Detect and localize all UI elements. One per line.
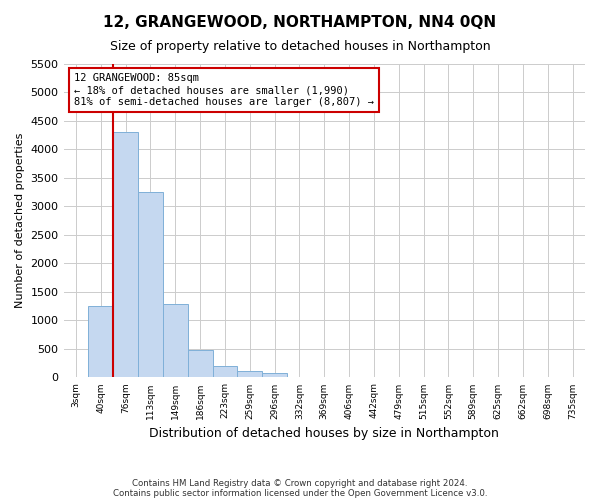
Bar	[188, 350, 212, 378]
Text: 12, GRANGEWOOD, NORTHAMPTON, NN4 0QN: 12, GRANGEWOOD, NORTHAMPTON, NN4 0QN	[103, 15, 497, 30]
Bar	[212, 366, 238, 378]
Text: Contains public sector information licensed under the Open Government Licence v3: Contains public sector information licen…	[113, 488, 487, 498]
Text: 12 GRANGEWOOD: 85sqm
← 18% of detached houses are smaller (1,990)
81% of semi-de: 12 GRANGEWOOD: 85sqm ← 18% of detached h…	[74, 74, 374, 106]
Bar	[163, 304, 188, 378]
Text: Size of property relative to detached houses in Northampton: Size of property relative to detached ho…	[110, 40, 490, 53]
Text: Contains HM Land Registry data © Crown copyright and database right 2024.: Contains HM Land Registry data © Crown c…	[132, 478, 468, 488]
Bar	[138, 192, 163, 378]
Bar	[238, 372, 262, 378]
X-axis label: Distribution of detached houses by size in Northampton: Distribution of detached houses by size …	[149, 427, 499, 440]
Bar	[262, 374, 287, 378]
Y-axis label: Number of detached properties: Number of detached properties	[15, 133, 25, 308]
Bar	[88, 306, 113, 378]
Bar	[113, 132, 138, 378]
